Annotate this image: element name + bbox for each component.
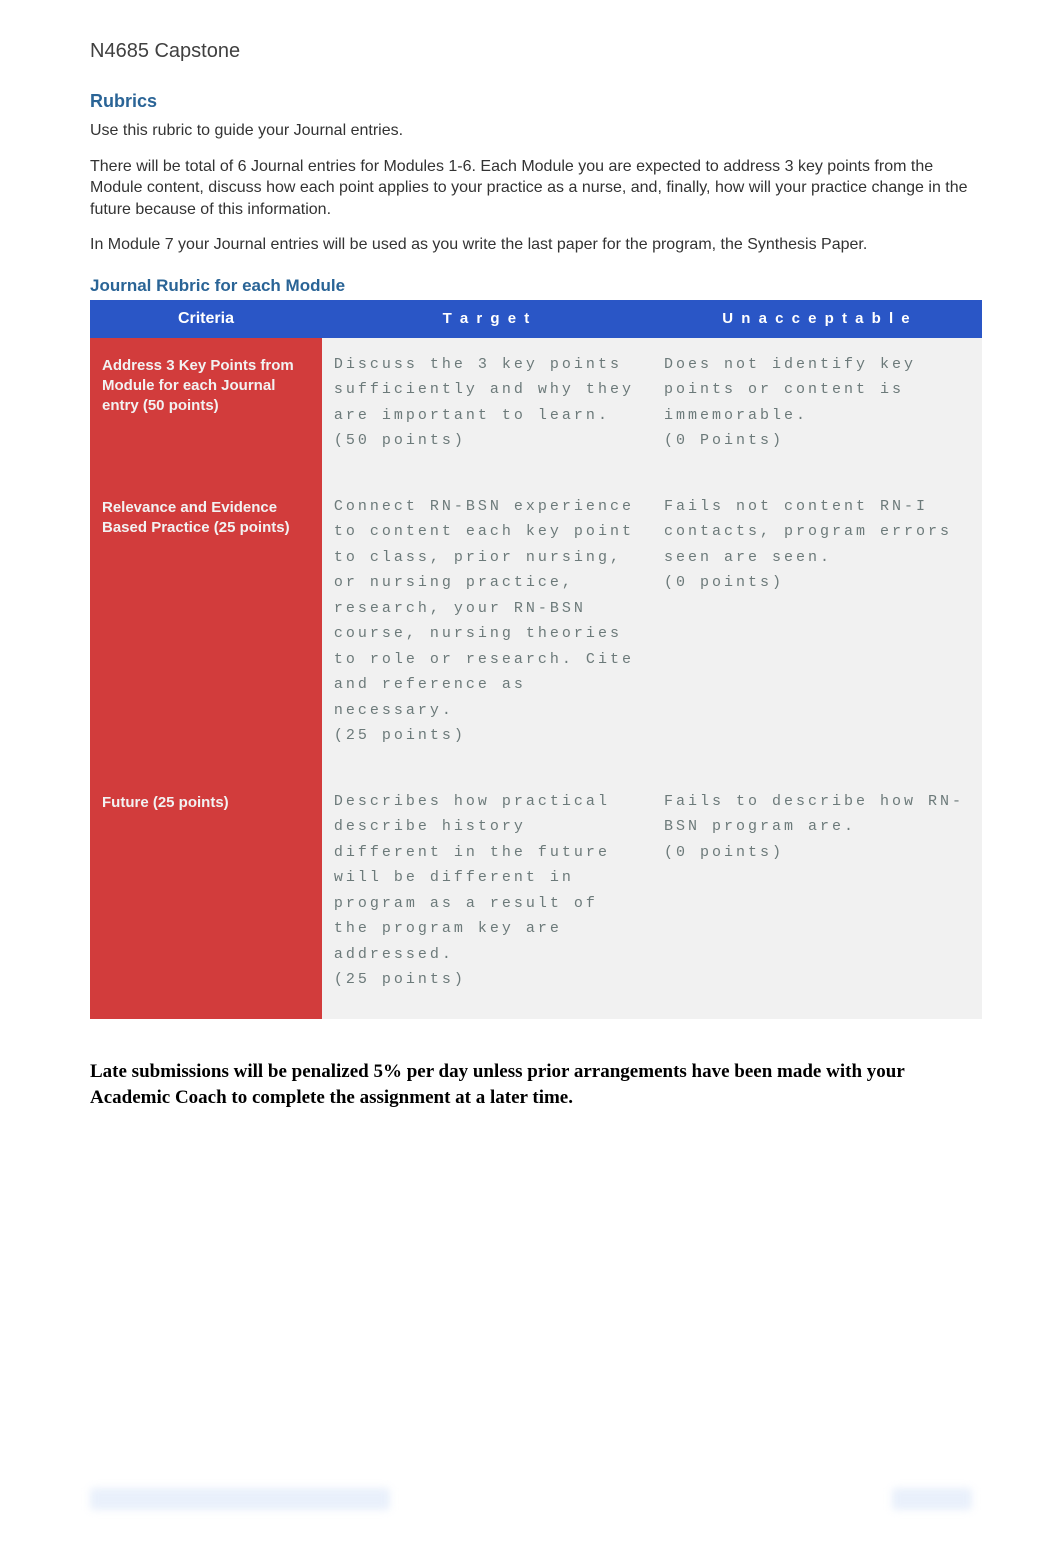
target-cell: Discuss the 3 key points sufficiently an… bbox=[322, 338, 652, 480]
rubrics-intro-3: In Module 7 your Journal entries will be… bbox=[90, 234, 982, 256]
course-header: N4685 Capstone bbox=[90, 40, 982, 63]
unacceptable-cell: Does not identify key points or content … bbox=[652, 338, 982, 480]
unacceptable-cell: Fails not content RN-I contacts, program… bbox=[652, 480, 982, 775]
footer-right-blur bbox=[892, 1488, 972, 1510]
rubric-subtitle: Journal Rubric for each Module bbox=[90, 276, 982, 296]
target-cell: Connect RN-BSN experience to content eac… bbox=[322, 480, 652, 775]
unacceptable-cell: Fails to describe how RN-BSN program are… bbox=[652, 775, 982, 1019]
rubrics-intro-1: Use this rubric to guide your Journal en… bbox=[90, 120, 982, 142]
late-submission-note: Late submissions will be penalized 5% pe… bbox=[90, 1059, 982, 1110]
footer-left-blur bbox=[90, 1488, 390, 1510]
table-row: Future (25 points) Describes how practic… bbox=[90, 775, 982, 1019]
criteria-cell: Future (25 points) bbox=[90, 775, 322, 1019]
target-cell: Describes how practical describe history… bbox=[322, 775, 652, 1019]
rubrics-title: Rubrics bbox=[90, 91, 982, 112]
rubrics-intro-2: There will be total of 6 Journal entries… bbox=[90, 156, 982, 221]
page: N4685 Capstone Rubrics Use this rubric t… bbox=[0, 0, 1062, 1150]
criteria-cell: Relevance and Evidence Based Practice (2… bbox=[90, 480, 322, 775]
table-header-row: Criteria T a r g e t U n a c c e p t a b… bbox=[90, 300, 982, 338]
header-target: T a r g e t bbox=[322, 300, 652, 338]
footer bbox=[90, 1488, 972, 1514]
table-row: Relevance and Evidence Based Practice (2… bbox=[90, 480, 982, 775]
header-unacceptable: U n a c c e p t a b l e bbox=[652, 300, 982, 338]
table-row: Address 3 Key Points from Module for eac… bbox=[90, 338, 982, 480]
rubric-table: Criteria T a r g e t U n a c c e p t a b… bbox=[90, 300, 982, 1019]
criteria-cell: Address 3 Key Points from Module for eac… bbox=[90, 338, 322, 480]
header-criteria: Criteria bbox=[90, 300, 322, 338]
